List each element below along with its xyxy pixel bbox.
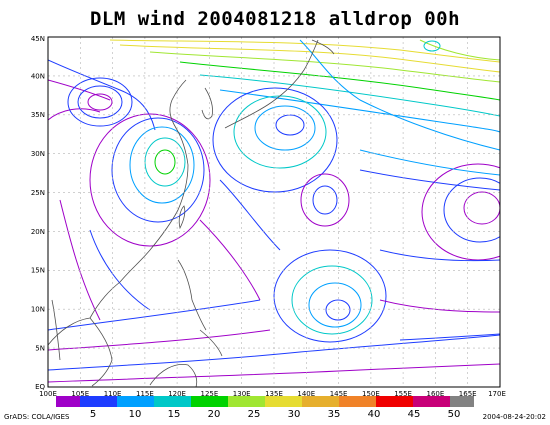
colorbar-tick: 45 xyxy=(408,409,421,420)
lat-label: 5N xyxy=(35,345,45,353)
colorbar-swatch xyxy=(265,396,302,407)
lat-label: 30N xyxy=(31,150,45,158)
colorbar-tick: 25 xyxy=(248,409,261,420)
lat-label: 45N xyxy=(31,35,45,43)
lon-label: 140E xyxy=(297,390,315,398)
colorbar-tick: 30 xyxy=(288,409,301,420)
colorbar-swatch xyxy=(117,396,154,407)
colorbar-swatch xyxy=(56,396,80,407)
lat-label: 20N xyxy=(31,228,45,236)
colorbar-tick: 15 xyxy=(168,409,181,420)
lon-label: 145E xyxy=(330,390,348,398)
lon-label: 170E xyxy=(488,390,506,398)
lon-label: 150E xyxy=(362,390,380,398)
lon-axis: 100E 105E 110E 115E 120E 125E 130E 135E … xyxy=(39,390,506,398)
colorbar: 5 10 15 20 25 30 35 40 45 50 xyxy=(56,396,474,420)
colorbar-tick: 10 xyxy=(129,409,142,420)
colorbar-tick: 40 xyxy=(368,409,381,420)
lat-label: 40N xyxy=(31,72,45,80)
colorbar-swatch xyxy=(450,396,474,407)
lon-label: 160E xyxy=(427,390,445,398)
coastlines xyxy=(48,39,335,387)
lat-axis: EQ 5N 10N 15N 20N 25N 30N 35N 40N 45N xyxy=(31,35,46,391)
lon-label: 120E xyxy=(168,390,186,398)
colorbar-swatch xyxy=(413,396,450,407)
colorbar-tick: 50 xyxy=(448,409,461,420)
colorbar-swatch xyxy=(302,396,339,407)
colorbar-swatch xyxy=(339,396,376,407)
colorbar-swatch xyxy=(228,396,265,407)
lon-label: 100E xyxy=(39,390,57,398)
lon-label: 110E xyxy=(104,390,122,398)
colorbar-tick: 5 xyxy=(90,409,96,420)
lat-label: 10N xyxy=(31,306,45,314)
lat-label: 35N xyxy=(31,111,45,119)
streamlines xyxy=(48,39,500,383)
colorbar-swatch xyxy=(376,396,413,407)
lon-label: 165E xyxy=(459,390,477,398)
chart-title: DLM wind 2004081218 alldrop 00h xyxy=(89,8,461,30)
colorbar-swatch xyxy=(80,396,117,407)
map-frame xyxy=(47,36,501,388)
lon-label: 135E xyxy=(265,390,283,398)
lat-label: 25N xyxy=(31,189,45,197)
footer-timestamp: 2004-08-24-20:02 xyxy=(482,413,546,421)
lon-label: 130E xyxy=(233,390,251,398)
lon-label: 125E xyxy=(201,390,219,398)
colorbar-swatch xyxy=(191,396,228,407)
colorbar-tick: 35 xyxy=(328,409,341,420)
lon-label: 115E xyxy=(136,390,154,398)
lon-label: 155E xyxy=(394,390,412,398)
lat-label: 15N xyxy=(31,267,45,275)
colorbar-swatch xyxy=(154,396,191,407)
footer-credit: GrADS: COLA/IGES xyxy=(4,413,70,421)
graticule xyxy=(48,37,500,387)
lon-label: 105E xyxy=(71,390,89,398)
lat-label: EQ xyxy=(35,383,45,391)
colorbar-tick: 20 xyxy=(208,409,221,420)
